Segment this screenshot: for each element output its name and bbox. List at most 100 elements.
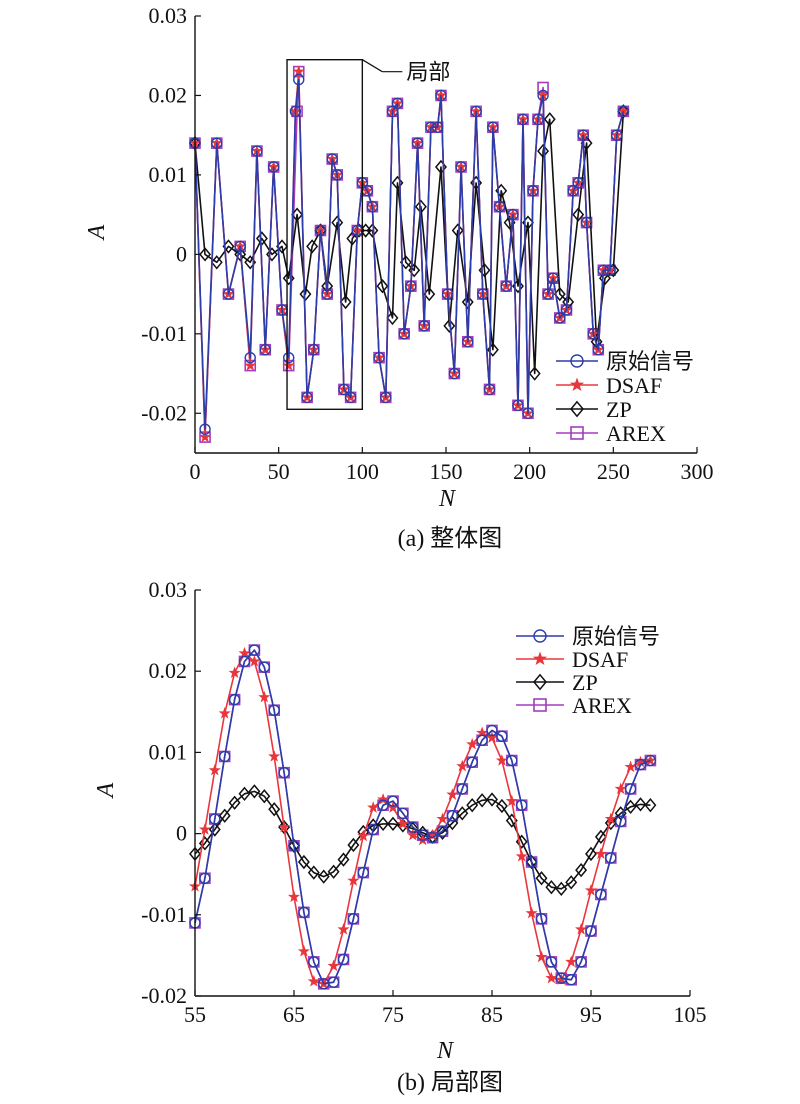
local-data-point <box>644 798 657 813</box>
local-data-point <box>218 706 231 719</box>
local-data-point <box>238 655 251 668</box>
local-data-point <box>535 871 548 886</box>
local-data-point <box>496 730 508 742</box>
local-data-point <box>594 829 607 845</box>
overall-data-point <box>493 200 506 213</box>
overall-data-point <box>543 112 556 127</box>
overall-data-point <box>418 320 430 332</box>
local-data-point <box>436 825 449 840</box>
overall-series-原始信号 <box>189 73 630 435</box>
overall-data-point <box>293 73 305 86</box>
overall-data-point <box>553 286 566 302</box>
overall-data-point <box>405 280 417 292</box>
overall-data-point <box>386 310 399 326</box>
local-data-point <box>268 802 281 817</box>
local-x-tick-label: 95 <box>580 1002 602 1027</box>
overall-data-point <box>500 280 512 292</box>
overall-y-axis-label: A <box>84 224 110 241</box>
local-data-point <box>486 792 498 807</box>
overall-data-point <box>222 288 235 300</box>
overall-data-point <box>435 89 447 102</box>
local-data-point <box>238 646 251 659</box>
local-data-point <box>644 754 657 766</box>
zoom-region: 局部 <box>286 59 450 411</box>
overall-series-line <box>194 78 625 431</box>
local-legend-item: AREX <box>516 693 632 718</box>
local-data-point <box>347 837 360 853</box>
local-series-line <box>194 790 651 890</box>
local-legend-marker <box>533 673 547 691</box>
local-data-point <box>545 956 558 968</box>
overall-x-tick-label: 150 <box>430 459 463 484</box>
overall-y-tick-label: 0 <box>176 241 187 266</box>
overall-legend-label: DSAF <box>606 373 662 398</box>
local-data-point <box>347 874 360 886</box>
overall-x-tick-label: 200 <box>513 459 546 484</box>
overall-data-point <box>265 247 278 262</box>
overall-data-point <box>366 223 379 238</box>
local-data-point <box>268 704 280 716</box>
local-data-point <box>634 758 647 771</box>
overall-data-point <box>308 344 320 356</box>
overall-data-point <box>470 175 483 191</box>
local-data-point <box>505 794 518 807</box>
local-x-tick-label: 75 <box>382 1002 404 1027</box>
overall-data-point <box>346 231 359 246</box>
overall-data-point <box>554 312 566 324</box>
overall-data-point <box>289 105 302 118</box>
local-data-point <box>337 852 350 867</box>
local-data-point <box>198 823 211 835</box>
local-data-point <box>594 847 607 860</box>
overall-data-point <box>267 161 280 173</box>
local-data-point <box>614 782 627 795</box>
local-data-point <box>248 784 261 799</box>
local-data-point <box>307 974 320 987</box>
overall-x-tick-label: 100 <box>346 459 379 484</box>
overall-data-point <box>451 223 464 238</box>
local-data-point <box>209 813 221 825</box>
local-data-point <box>258 661 270 673</box>
overall-data-point <box>299 286 312 302</box>
overall-data-point <box>321 288 333 300</box>
local-data-point <box>476 793 489 808</box>
overall-data-point <box>537 89 549 102</box>
local-data-point <box>288 838 300 853</box>
local-data-point <box>595 888 607 901</box>
local-data-point <box>357 866 369 879</box>
local-data-point <box>278 820 291 833</box>
overall-y-tick-label: 0.02 <box>149 82 188 107</box>
local-y-tick-label: 0 <box>176 821 187 846</box>
overall-legend-item: ZP <box>556 397 632 422</box>
local-data-point <box>644 754 657 767</box>
local-data-point <box>327 976 340 988</box>
overall-data-point <box>301 391 313 404</box>
overall-legend-label: ZP <box>606 397 632 422</box>
local-data-point <box>307 865 320 880</box>
overall-data-point <box>282 271 295 286</box>
overall-legend-item: 原始信号 <box>556 349 694 374</box>
local-data-point <box>456 759 469 772</box>
local-data-point <box>604 812 617 825</box>
zoom-leader-line <box>362 59 383 73</box>
overall-x-axis-label: N <box>438 486 457 512</box>
local-legend-label: AREX <box>572 693 632 718</box>
overall-data-point <box>376 278 389 294</box>
overall-x-tick-label: 300 <box>681 459 714 484</box>
overall-data-point <box>344 391 357 404</box>
overall-y-tick-label: -0.01 <box>141 321 187 346</box>
local-data-point <box>337 922 350 935</box>
local-legend-label: 原始信号 <box>572 624 660 649</box>
overall-axes: 0 50 100 150 200 250 300 -0.02 -0.01 0 0.01 0.02 0.0… <box>141 3 713 484</box>
overall-data-point <box>577 129 589 141</box>
overall-data-point <box>234 247 247 262</box>
local-data-point <box>268 750 281 762</box>
overall-data-point <box>610 129 623 141</box>
overall-legend-label: AREX <box>606 421 666 446</box>
overall-data-point <box>477 288 489 300</box>
local-data-point <box>634 797 647 812</box>
overall-data-point <box>592 344 604 356</box>
overall-x-tick-label: 250 <box>597 459 630 484</box>
